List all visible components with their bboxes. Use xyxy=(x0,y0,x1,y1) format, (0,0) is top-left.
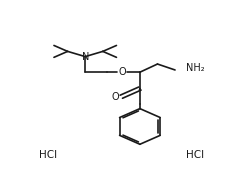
Text: O: O xyxy=(118,67,126,77)
Text: HCl: HCl xyxy=(39,150,57,160)
Text: O: O xyxy=(112,92,119,102)
Text: NH₂: NH₂ xyxy=(186,63,204,74)
Text: N: N xyxy=(81,52,89,62)
Text: HCl: HCl xyxy=(186,150,204,160)
